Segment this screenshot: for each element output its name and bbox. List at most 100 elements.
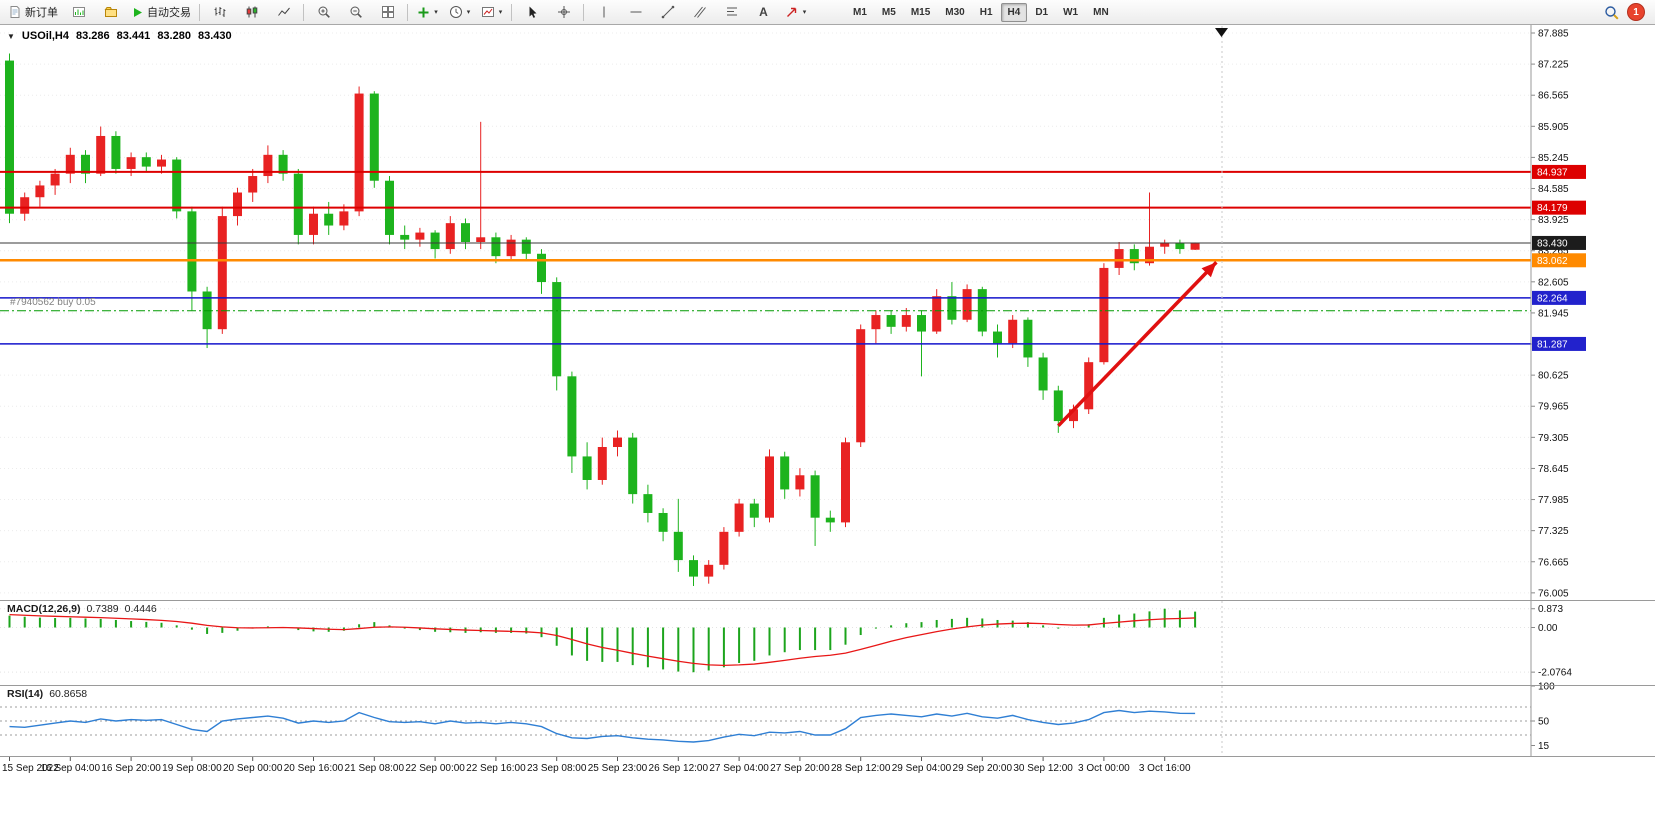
- candle-body: [20, 197, 30, 214]
- search-icon[interactable]: [1604, 5, 1619, 20]
- profiles-button[interactable]: [95, 1, 126, 24]
- crosshair-tool-button[interactable]: [548, 1, 579, 24]
- channel-tool-button[interactable]: [684, 1, 715, 24]
- cursor-icon: [529, 6, 536, 18]
- high-value: 83.441: [116, 30, 151, 42]
- candlestick-mode-button[interactable]: [236, 1, 267, 24]
- arrows-tool-button[interactable]: ▾: [780, 1, 811, 24]
- position-label: #7940562 buy 0.05: [10, 297, 96, 308]
- timeframe-mn[interactable]: MN: [1093, 6, 1109, 18]
- price-axis-label: 82.605: [1538, 277, 1569, 288]
- macd-signal-line: [9, 613, 1196, 666]
- time-axis-label: 27 Sep 04:00: [709, 763, 769, 774]
- toolbar-separator: [583, 3, 584, 21]
- candle-body: [993, 331, 1002, 344]
- timeframe-h4[interactable]: H4: [1000, 2, 1028, 22]
- timeframe-m5[interactable]: M5: [881, 6, 896, 18]
- toolbar-separator: [199, 3, 200, 21]
- time-axis-label: 22 Sep 00:00: [405, 763, 465, 774]
- charts-window-button[interactable]: [63, 1, 94, 24]
- price-axis-label: 87.885: [1538, 29, 1569, 40]
- time-axis-label: 29 Sep 20:00: [953, 763, 1013, 774]
- macd-axis-label: 0.00: [1538, 623, 1558, 634]
- rsi-value: 60.8658: [49, 688, 88, 700]
- candle-body: [233, 192, 242, 217]
- bar-chart-mode-button[interactable]: [204, 1, 235, 24]
- tile-windows-icon: [381, 6, 394, 18]
- rsi-axis-label: 100: [1538, 682, 1555, 693]
- candle-body: [476, 237, 486, 243]
- rsi-line: [9, 709, 1196, 743]
- price-axis-label: 81.945: [1538, 308, 1569, 319]
- toolbar-right-group: 1: [1604, 3, 1651, 21]
- zoom-in-button[interactable]: [308, 1, 339, 24]
- notification-badge[interactable]: 1: [1627, 3, 1645, 21]
- cursor-tool-button[interactable]: [516, 1, 547, 24]
- time-axis-label: 27 Sep 20:00: [770, 763, 830, 774]
- autotrading-button[interactable]: 自动交易: [127, 1, 195, 24]
- trend-arrow-line[interactable]: [1057, 261, 1218, 428]
- line-chart-mode-button[interactable]: [268, 1, 299, 24]
- timeframe-m15[interactable]: M15: [910, 6, 931, 18]
- candle-body: [187, 211, 197, 292]
- price-axis-label: 87.225: [1538, 60, 1569, 71]
- price-axis-label: 78.645: [1538, 464, 1569, 475]
- candle-body: [1145, 246, 1154, 264]
- collapse-icon[interactable]: ▼: [7, 31, 15, 41]
- periods-button[interactable]: ▾: [444, 1, 475, 24]
- candle-body: [354, 93, 364, 212]
- timeframe-h1[interactable]: H1: [979, 6, 993, 18]
- new-order-button[interactable]: 新订单: [4, 1, 62, 24]
- autotrading-play-icon: [134, 7, 142, 17]
- time-axis-label: 20 Sep 00:00: [223, 763, 283, 774]
- candle-body: [1160, 243, 1170, 247]
- zoom-out-button[interactable]: [340, 1, 371, 24]
- candle-body: [111, 135, 121, 169]
- timeframe-m30[interactable]: M30: [945, 6, 965, 18]
- price-axis-label: 79.305: [1538, 433, 1569, 444]
- candle-body: [719, 531, 729, 565]
- dropdown-caret-icon: ▾: [466, 9, 471, 16]
- macd-label: MACD(12,26,9) 0.7389 0.4446: [7, 603, 157, 615]
- trendline-tool-button[interactable]: [652, 1, 683, 24]
- candle-body: [795, 475, 805, 490]
- indicators-button[interactable]: ▾: [412, 1, 443, 24]
- candle-body: [217, 216, 227, 330]
- tile-windows-button[interactable]: [372, 1, 403, 24]
- price-tag-value: 83.430: [1537, 238, 1568, 249]
- time-axis-label: 15 Sep 2022: [2, 763, 59, 774]
- text-tool-button[interactable]: A: [748, 1, 779, 24]
- price-axis-label: 77.985: [1538, 495, 1569, 506]
- candle-body: [597, 447, 607, 480]
- line-chart-icon: [277, 7, 290, 16]
- open-value: 83.286: [76, 30, 110, 42]
- timeframe-w1[interactable]: W1: [1063, 6, 1079, 18]
- candle-body: [157, 159, 166, 167]
- zoom-in-icon: [318, 6, 330, 18]
- chart-symbol-header[interactable]: ▼ USOil,H4 83.286 83.441 83.280 83.430: [7, 30, 232, 42]
- candles-layer: [5, 53, 1200, 587]
- time-axis-label: 23 Sep 08:00: [527, 763, 587, 774]
- fibonacci-tool-button[interactable]: [716, 1, 747, 24]
- candle-body: [263, 154, 273, 177]
- candle-body: [1084, 362, 1094, 410]
- candle-body: [749, 503, 759, 518]
- price-tag-value: 84.937: [1537, 167, 1568, 178]
- price-tag: [1532, 336, 1586, 351]
- vertical-line-tool-button[interactable]: [588, 1, 619, 24]
- macd-axis-label: 0.873: [1538, 604, 1563, 615]
- templates-button[interactable]: ▾: [476, 1, 507, 24]
- price-tag-value: 84.179: [1537, 203, 1568, 214]
- timeframe-m1[interactable]: M1: [853, 6, 867, 18]
- horizontal-line-tool-button[interactable]: [620, 1, 651, 24]
- time-axis-label: 26 Sep 12:00: [649, 763, 709, 774]
- toolbar-separator: [303, 3, 304, 21]
- candle-body: [780, 456, 790, 490]
- timeframe-d1[interactable]: D1: [1035, 6, 1049, 18]
- chart-shift-marker[interactable]: [1215, 28, 1228, 37]
- candle-body: [415, 232, 425, 240]
- toolbar-separator: [407, 3, 408, 21]
- candle-body: [886, 315, 896, 327]
- candle-body: [293, 173, 303, 235]
